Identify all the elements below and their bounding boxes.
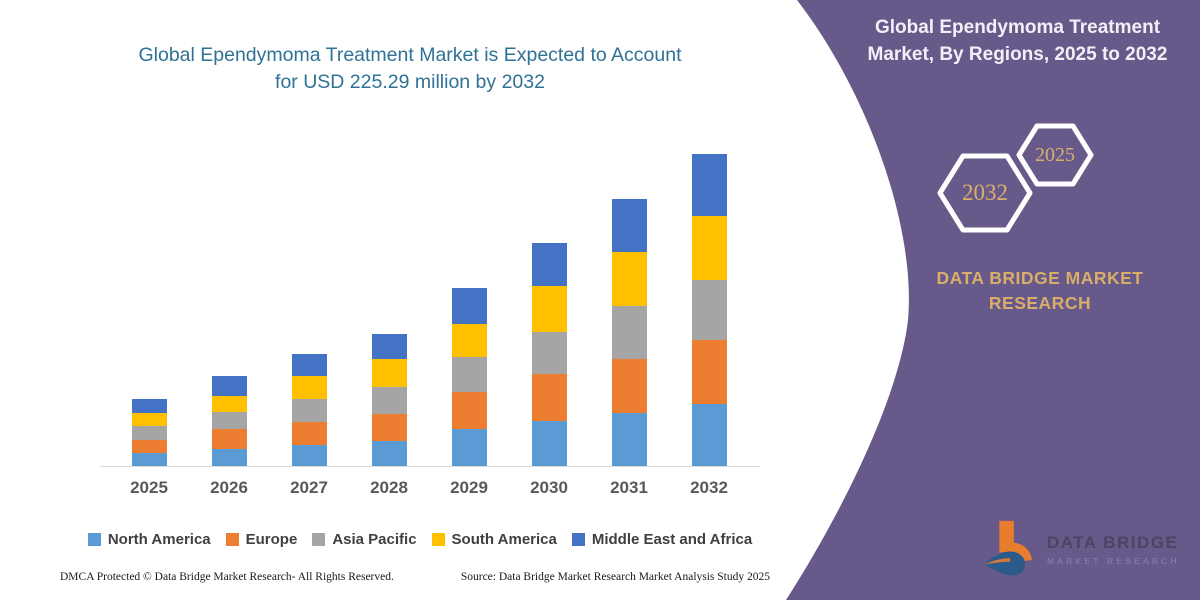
hexagon-2032-shape [937, 153, 1033, 233]
legend-label-europe: Europe [245, 531, 298, 548]
bar-segment-north-america-2025 [131, 453, 167, 466]
bar-segment-middle-east-and-africa-2027 [291, 353, 327, 376]
legend-item-south-america: South America [431, 531, 557, 548]
hexagon-2025-label: 2025 [1035, 143, 1075, 166]
bar-segment-asia-pacific-2025 [131, 426, 167, 440]
logo-text: DATA BRIDGE MARKET RESEARCH [1047, 533, 1180, 566]
legend-item-north-america: North America [87, 531, 211, 548]
bar-2025 [131, 399, 167, 466]
bar-2026 [211, 376, 247, 466]
bar-segment-south-america-2030 [531, 286, 567, 332]
bar-segment-north-america-2030 [531, 421, 567, 466]
legend-swatch-north-america [87, 533, 101, 546]
bar-segment-europe-2030 [531, 374, 567, 421]
bar-segment-europe-2028 [371, 413, 407, 441]
x-axis-label-2029: 2029 [450, 478, 488, 497]
bar-segment-north-america-2028 [371, 440, 407, 466]
data-bridge-logo: DATA BRIDGE MARKET RESEARCH [983, 519, 1180, 579]
brand-text-line1: DATA BRIDGE MARKET [936, 268, 1144, 288]
bar-segment-middle-east-and-africa-2025 [131, 399, 167, 413]
bar-segment-middle-east-and-africa-2026 [211, 376, 247, 397]
legend-label-north-america: North America [107, 531, 211, 548]
legend-swatch-asia-pacific [312, 533, 326, 546]
bar-2030 [531, 243, 567, 466]
legend-swatch-middle-east-and-africa [571, 533, 585, 546]
bar-segment-middle-east-and-africa-2032 [691, 154, 727, 216]
bar-segment-south-america-2028 [371, 358, 407, 387]
bar-segment-europe-2031 [611, 359, 647, 413]
bar-segment-europe-2032 [691, 340, 727, 404]
bar-segment-europe-2026 [211, 429, 247, 449]
bar-segment-europe-2029 [451, 392, 487, 429]
x-axis-label-2032: 2032 [690, 478, 728, 497]
bar-2029 [451, 288, 487, 466]
bar-segment-south-america-2031 [611, 252, 647, 306]
bar-segment-asia-pacific-2032 [691, 280, 727, 340]
chart-legend: North America Europe Asia Pacific South Ame… [70, 531, 770, 548]
bar-segment-south-america-2026 [211, 396, 247, 413]
hexagon-2025-shape [1016, 123, 1094, 187]
source-note: Source: Data Bridge Market Research Mark… [460, 571, 770, 583]
bar-segment-south-america-2029 [451, 324, 487, 357]
bar-segment-north-america-2031 [611, 413, 647, 466]
hexagon-2032-label: 2032 [962, 180, 1008, 205]
legend-item-asia-pacific: Asia Pacific [312, 531, 417, 548]
bar-segment-middle-east-and-africa-2031 [611, 199, 647, 252]
bar-segment-asia-pacific-2027 [291, 398, 327, 422]
bar-2027 [291, 353, 327, 466]
x-axis-label-2028: 2028 [370, 478, 408, 497]
chart-title: Global Ependymoma Treatment Market is Ex… [70, 42, 750, 96]
bar-segment-north-america-2026 [211, 449, 247, 466]
legend-label-middle-east-and-africa: Middle East and Africa [591, 531, 753, 548]
data-bridge-logo-icon [984, 520, 1032, 576]
side-panel-title: Global Ependymoma Treatment Market, By R… [867, 17, 1168, 65]
x-axis-label-2030: 2030 [530, 478, 568, 497]
bar-segment-asia-pacific-2029 [451, 357, 487, 392]
bar-segment-south-america-2032 [691, 216, 727, 280]
bar-segment-middle-east-and-africa-2029 [451, 288, 487, 324]
footer: DMCA Protected © Data Bridge Market Rese… [60, 571, 770, 583]
brand-text-line2: RESEARCH [988, 293, 1092, 313]
x-axis: 2025 2026 2027 2028 2029 2030 2031 2032 [100, 478, 760, 502]
bar-segment-asia-pacific-2028 [371, 386, 407, 414]
bar-segment-middle-east-and-africa-2028 [371, 333, 407, 359]
bar-2032 [691, 154, 727, 466]
x-axis-label-2027: 2027 [290, 478, 328, 497]
legend-label-south-america: South America [451, 531, 557, 548]
bar-2031 [611, 199, 647, 466]
bar-segment-north-america-2027 [291, 444, 327, 466]
bar-segment-south-america-2025 [131, 413, 167, 426]
dmca-notice: DMCA Protected © Data Bridge Market Rese… [60, 571, 394, 583]
bar-segment-europe-2025 [131, 440, 167, 453]
bar-segment-europe-2027 [291, 421, 327, 445]
bar-segment-asia-pacific-2026 [211, 412, 247, 430]
bar-segment-north-america-2032 [691, 404, 727, 466]
legend-item-middle-east-and-africa: Middle East and Africa [571, 531, 753, 548]
x-axis-label-2031: 2031 [610, 478, 648, 497]
brand-text: DATA BRIDGE MARKET RESEARCH [920, 266, 1160, 316]
chart-title-line1: Global Ependymoma Treatment Market is Ex… [138, 44, 682, 66]
legend-swatch-south-america [431, 533, 445, 546]
bar-segment-asia-pacific-2031 [611, 306, 647, 359]
bar-segment-middle-east-and-africa-2030 [531, 243, 567, 286]
legend-label-asia-pacific: Asia Pacific [332, 531, 417, 548]
chart-title-line2: for USD 225.29 million by 2032 [275, 71, 545, 93]
bar-segment-south-america-2027 [291, 375, 327, 399]
legend-swatch-europe [225, 533, 239, 546]
bar-chart-plot-area [100, 140, 760, 467]
bar-segment-asia-pacific-2030 [531, 332, 567, 374]
x-axis-label-2026: 2026 [210, 478, 248, 497]
logo-subtitle: MARKET RESEARCH [1047, 555, 1180, 566]
logo-name: DATA BRIDGE [1047, 532, 1179, 552]
x-axis-label-2025: 2025 [130, 478, 168, 497]
legend-item-europe: Europe [225, 531, 298, 548]
bar-segment-north-america-2029 [451, 429, 487, 466]
bar-2028 [371, 333, 407, 466]
